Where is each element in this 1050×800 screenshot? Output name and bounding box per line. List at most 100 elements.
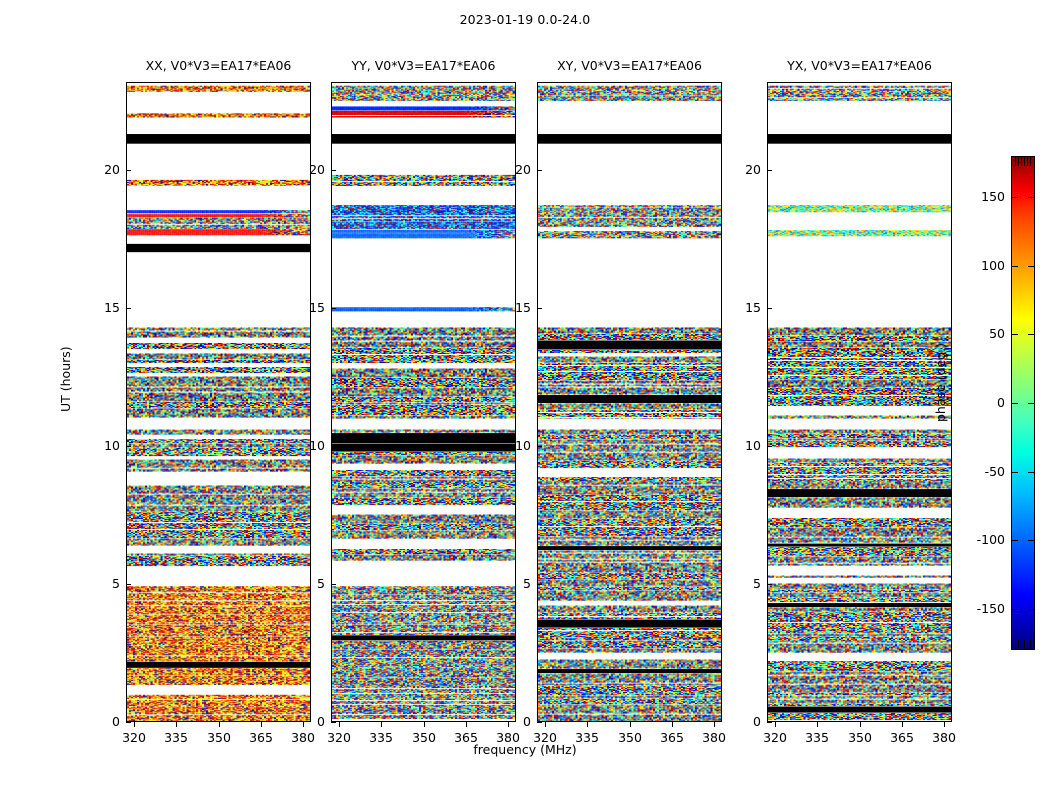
y-tick-mark xyxy=(331,446,336,447)
x-tick-mark xyxy=(134,722,135,727)
x-tick-label: 320 xyxy=(533,730,557,745)
y-tick-mark xyxy=(126,170,131,171)
x-tick-mark xyxy=(630,722,631,727)
y-tick-label: 20 xyxy=(309,162,325,177)
colorbar-tick-mark xyxy=(1011,266,1018,267)
panel-title-xy: XY, V0*V3=EA17*EA06 xyxy=(557,58,702,73)
colorbar-top-cap xyxy=(1012,157,1034,166)
x-tick-mark xyxy=(303,722,304,727)
colorbar-tick-mark-inner xyxy=(1028,334,1034,335)
x-tick-mark xyxy=(775,722,776,727)
x-tick-label: 320 xyxy=(122,730,146,745)
y-tick-label: 0 xyxy=(112,714,120,729)
y-tick-mark xyxy=(126,308,131,309)
y-tick-mark xyxy=(767,308,772,309)
x-tick-mark xyxy=(545,722,546,727)
x-tick-label: 380 xyxy=(702,730,726,745)
x-tick-label: 350 xyxy=(207,730,231,745)
panel-title-yx: YX, V0*V3=EA17*EA06 xyxy=(787,58,932,73)
x-tick-label: 335 xyxy=(575,730,599,745)
spectrogram-canvas xyxy=(768,83,951,721)
colorbar-tick-label: 100 xyxy=(981,258,1005,273)
y-tick-mark xyxy=(767,446,772,447)
colorbar-tick-mark xyxy=(1011,403,1018,404)
x-tick-label: 335 xyxy=(164,730,188,745)
y-tick-label: 0 xyxy=(523,714,531,729)
spectrum-panel-yx[interactable] xyxy=(767,82,952,722)
y-tick-label: 15 xyxy=(104,300,120,315)
x-tick-label: 380 xyxy=(291,730,315,745)
spectrogram-image-yx xyxy=(768,83,951,721)
colorbar-tick-mark xyxy=(1011,540,1018,541)
x-tick-mark xyxy=(944,722,945,727)
y-tick-label: 10 xyxy=(104,438,120,453)
x-tick-label: 320 xyxy=(327,730,351,745)
y-tick-mark xyxy=(331,584,336,585)
y-tick-mark xyxy=(126,722,131,723)
y-tick-mark xyxy=(126,584,131,585)
spectrum-panel-xx[interactable] xyxy=(126,82,311,722)
y-tick-mark xyxy=(331,308,336,309)
spectrogram-image-xy xyxy=(538,83,721,721)
spectrogram-canvas xyxy=(127,83,310,721)
colorbar-tick-mark-inner xyxy=(1028,197,1034,198)
colorbar-tick-label: -50 xyxy=(984,464,1005,479)
y-tick-mark xyxy=(767,170,772,171)
x-tick-mark xyxy=(587,722,588,727)
colorbar-tick-mark-inner xyxy=(1028,403,1034,404)
x-tick-mark xyxy=(817,722,818,727)
x-tick-label: 365 xyxy=(249,730,273,745)
colorbar-tick-label: 50 xyxy=(989,326,1005,341)
y-tick-label: 15 xyxy=(515,300,531,315)
spectrum-panel-yy[interactable] xyxy=(331,82,516,722)
y-tick-mark xyxy=(537,446,542,447)
colorbar-tick-label: -150 xyxy=(976,601,1005,616)
x-tick-label: 380 xyxy=(496,730,520,745)
x-tick-mark xyxy=(672,722,673,727)
y-tick-label: 10 xyxy=(515,438,531,453)
x-tick-label: 350 xyxy=(618,730,642,745)
figure-title: 2023-01-19 0.0-24.0 xyxy=(459,12,591,27)
y-tick-label: 5 xyxy=(112,576,120,591)
spectrogram-image-yy xyxy=(332,83,515,721)
x-tick-label: 365 xyxy=(890,730,914,745)
x-tick-label: 350 xyxy=(412,730,436,745)
x-tick-mark xyxy=(860,722,861,727)
y-tick-label: 15 xyxy=(745,300,761,315)
x-tick-label: 365 xyxy=(454,730,478,745)
y-tick-label: 20 xyxy=(745,162,761,177)
y-tick-label: 5 xyxy=(753,576,761,591)
y-tick-label: 20 xyxy=(104,162,120,177)
y-tick-label: 0 xyxy=(753,714,761,729)
x-tick-mark xyxy=(176,722,177,727)
y-tick-label: 10 xyxy=(745,438,761,453)
colorbar-tick-label: 150 xyxy=(981,189,1005,204)
colorbar-tick-mark xyxy=(1011,334,1018,335)
y-tick-mark xyxy=(126,446,131,447)
y-tick-mark xyxy=(767,584,772,585)
y-tick-label: 5 xyxy=(317,576,325,591)
colorbar-tick-mark-inner xyxy=(1028,609,1034,610)
colorbar-tick-label: 0 xyxy=(997,395,1005,410)
x-axis-label: frequency (MHz) xyxy=(473,742,577,757)
y-axis-label: UT (hours) xyxy=(58,346,73,412)
x-tick-mark xyxy=(261,722,262,727)
y-tick-label: 10 xyxy=(309,438,325,453)
y-tick-mark xyxy=(537,308,542,309)
colorbar-tick-mark xyxy=(1011,609,1018,610)
x-tick-mark xyxy=(424,722,425,727)
y-tick-mark xyxy=(331,722,336,723)
spectrogram-canvas xyxy=(538,83,721,721)
x-tick-label: 350 xyxy=(848,730,872,745)
x-tick-mark xyxy=(381,722,382,727)
x-tick-label: 380 xyxy=(932,730,956,745)
x-tick-label: 335 xyxy=(805,730,829,745)
colorbar-tick-mark-inner xyxy=(1028,540,1034,541)
y-tick-label: 0 xyxy=(317,714,325,729)
x-tick-mark xyxy=(466,722,467,727)
y-tick-mark xyxy=(537,170,542,171)
y-tick-label: 15 xyxy=(309,300,325,315)
x-tick-label: 320 xyxy=(763,730,787,745)
colorbar-tick-mark xyxy=(1011,197,1018,198)
spectrum-panel-xy[interactable] xyxy=(537,82,722,722)
